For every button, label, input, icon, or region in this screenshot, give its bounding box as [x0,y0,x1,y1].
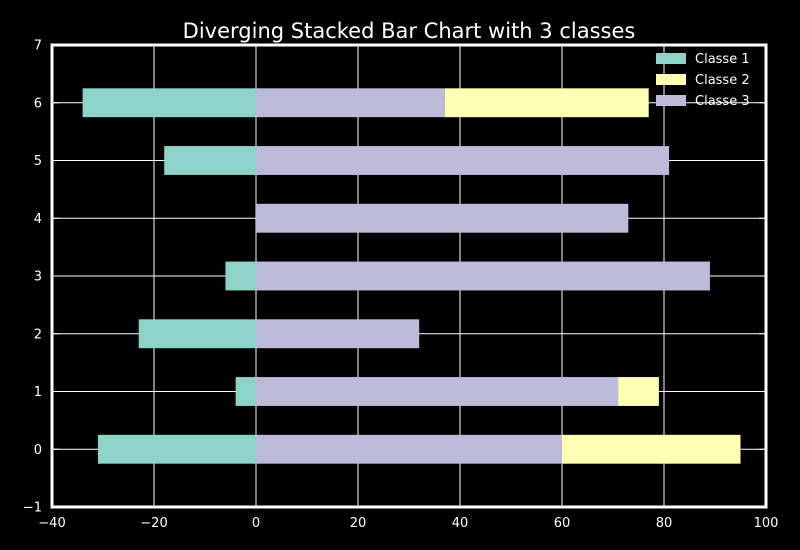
legend-entry: Classe 1 [656,52,750,67]
chart-title: Diverging Stacked Bar Chart with 3 class… [183,19,636,43]
y-tick-label: −1 [23,501,42,516]
x-tick-label: 20 [350,516,367,531]
y-tick-label: 4 [34,212,42,227]
legend-label: Classe 1 [695,52,750,67]
x-axis-ticks: −40 −20 0 20 40 60 80 100 [38,45,778,531]
bar-classe-1 [235,377,256,406]
bar-classe-3 [256,146,670,175]
bars-layer [82,88,741,464]
x-tick-label: −40 [38,516,65,531]
bar-classe-3 [256,319,420,349]
x-tick-label: −20 [140,516,167,531]
y-tick-label: 1 [34,385,42,400]
x-tick-label: 80 [656,516,673,531]
x-tick-label: 40 [452,516,469,531]
y-tick-label: 0 [34,443,42,458]
x-tick-label: 100 [754,516,779,531]
y-tick-label: 7 [34,39,42,54]
bar-classe-1 [164,146,256,175]
x-tick-label: 60 [554,516,571,531]
bar-classe-3 [256,377,619,406]
legend-label: Classe 3 [695,94,750,109]
bar-classe-3 [256,261,710,291]
bar-classe-2 [444,88,649,118]
bar-classe-1 [225,261,256,291]
legend-swatch [656,53,686,64]
bar-classe-2 [562,434,741,464]
y-tick-label: 6 [34,96,42,111]
x-tick-label: 0 [252,516,260,531]
legend-entry: Classe 2 [656,73,750,88]
legend-label: Classe 2 [695,73,750,88]
bar-classe-2 [618,377,659,406]
bar-classe-3 [256,203,629,233]
y-tick-label: 2 [34,327,42,342]
legend-swatch [656,95,686,106]
bar-classe-1 [82,88,256,118]
y-tick-label: 5 [34,154,42,169]
bar-classe-1 [97,434,257,464]
legend-swatch [656,74,686,85]
y-axis-ticks: −1 0 1 2 3 4 5 6 7 [23,39,766,516]
bar-classe-1 [138,319,256,349]
y-tick-label: 3 [34,270,42,285]
bar-classe-3 [256,88,445,118]
legend: Classe 1 Classe 2 Classe 3 [656,52,750,109]
bar-classe-3 [256,434,562,464]
legend-entry: Classe 3 [656,94,750,109]
